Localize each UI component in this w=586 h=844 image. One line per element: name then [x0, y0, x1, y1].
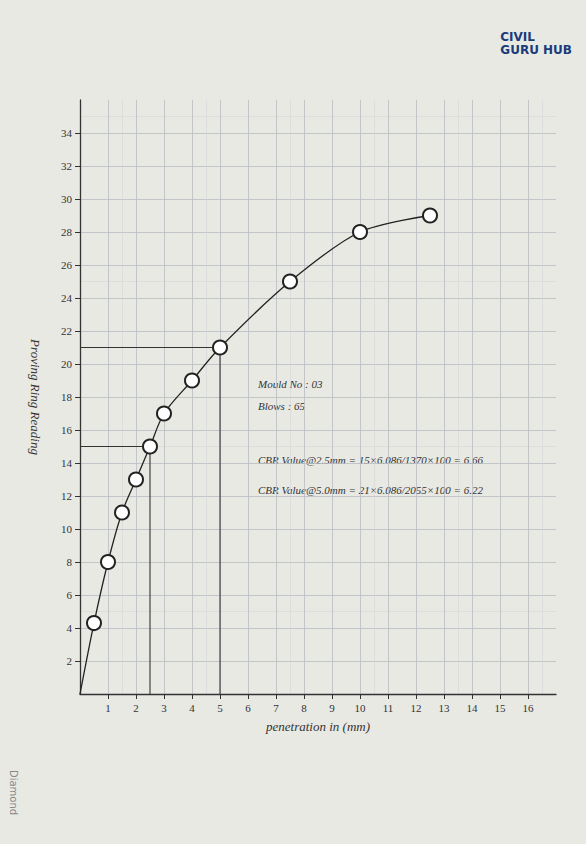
svg-text:15: 15	[495, 702, 507, 714]
svg-text:2: 2	[133, 702, 139, 714]
svg-text:26: 26	[61, 259, 73, 271]
svg-text:11: 11	[383, 702, 394, 714]
svg-text:20: 20	[61, 358, 73, 370]
svg-text:32: 32	[61, 160, 72, 172]
svg-text:3: 3	[161, 702, 167, 714]
svg-text:4: 4	[189, 702, 195, 714]
svg-text:CIVIL: CIVIL	[500, 30, 535, 44]
svg-text:1: 1	[105, 702, 111, 714]
svg-text:34: 34	[61, 127, 73, 139]
svg-text:14: 14	[467, 702, 479, 714]
svg-text:CBR Value@5.0mm = 21×6.086/205: CBR Value@5.0mm = 21×6.086/2055×100 = 6.…	[258, 484, 483, 496]
svg-text:30: 30	[61, 193, 73, 205]
svg-text:14: 14	[61, 457, 73, 469]
svg-text:18: 18	[61, 391, 73, 403]
svg-text:10: 10	[355, 702, 367, 714]
svg-text:4: 4	[67, 622, 73, 634]
svg-text:GURU HUB: GURU HUB	[500, 43, 572, 57]
svg-text:6: 6	[67, 589, 73, 601]
svg-text:16: 16	[61, 424, 73, 436]
svg-text:Diamond: Diamond	[8, 770, 19, 815]
svg-text:Blows : 65: Blows : 65	[258, 400, 306, 412]
svg-text:6: 6	[245, 702, 251, 714]
svg-text:2: 2	[67, 655, 73, 667]
svg-text:10: 10	[61, 523, 73, 535]
svg-text:24: 24	[61, 292, 73, 304]
svg-text:Proving Ring Reading: Proving Ring Reading	[28, 338, 43, 455]
svg-text:5: 5	[217, 702, 223, 714]
svg-text:9: 9	[329, 702, 335, 714]
svg-text:CBR Value@2.5mm = 15×6.086/137: CBR Value@2.5mm = 15×6.086/1370×100 = 6.…	[258, 453, 483, 466]
svg-text:8: 8	[67, 556, 73, 568]
svg-text:8: 8	[301, 702, 307, 714]
svg-text:16: 16	[523, 702, 535, 714]
svg-text:12: 12	[411, 702, 422, 714]
svg-text:penetration in (mm): penetration in (mm)	[265, 719, 370, 734]
svg-text:Mould No : 03: Mould No : 03	[257, 378, 323, 390]
svg-text:13: 13	[439, 702, 451, 714]
svg-text:28: 28	[61, 226, 73, 238]
svg-text:12: 12	[61, 490, 72, 502]
svg-text:22: 22	[61, 325, 72, 337]
svg-text:7: 7	[273, 702, 279, 714]
